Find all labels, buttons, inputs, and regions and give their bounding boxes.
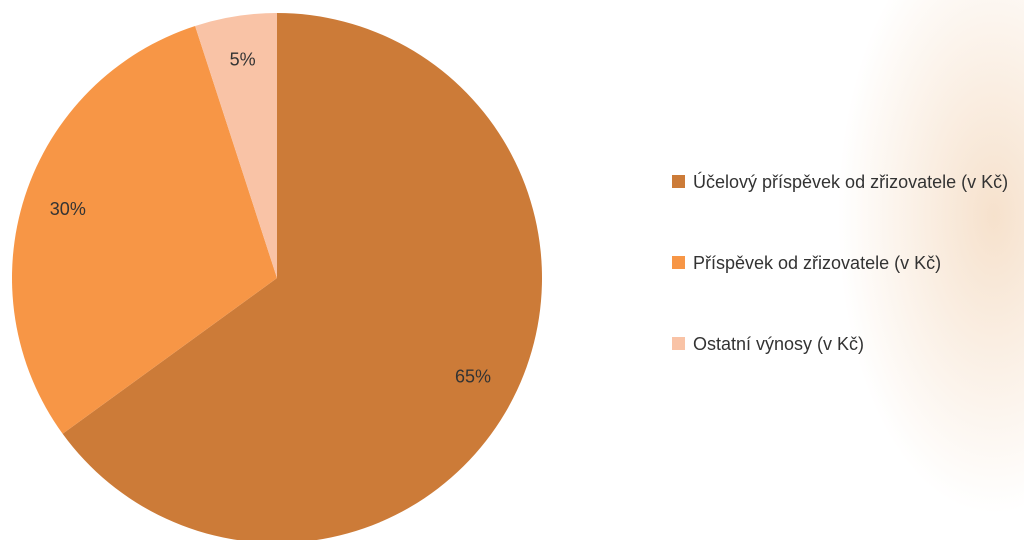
legend-item: Ostatní výnosy (v Kč) <box>672 332 864 356</box>
data-label: 65% <box>455 367 491 387</box>
pie-slice <box>12 25 278 434</box>
data-label: 5% <box>230 50 256 70</box>
legend-item: Příspěvek od zřizovatele (v Kč) <box>672 251 941 275</box>
pie-slice <box>195 13 277 278</box>
background-decoration <box>824 0 1024 540</box>
legend-label: Účelový příspěvek od zřizovatele (v Kč) <box>693 172 1009 192</box>
pie-slice <box>62 13 542 540</box>
legend-swatch <box>672 175 685 188</box>
legend-item: Účelový příspěvek od zřizovatele (v Kč) <box>672 170 1008 194</box>
legend-label: Příspěvek od zřizovatele (v Kč) <box>693 253 942 273</box>
legend-swatch <box>672 256 685 269</box>
legend-label: Ostatní výnosy (v Kč) <box>693 334 865 354</box>
legend-swatch <box>672 337 685 350</box>
data-label: 30% <box>50 199 86 219</box>
